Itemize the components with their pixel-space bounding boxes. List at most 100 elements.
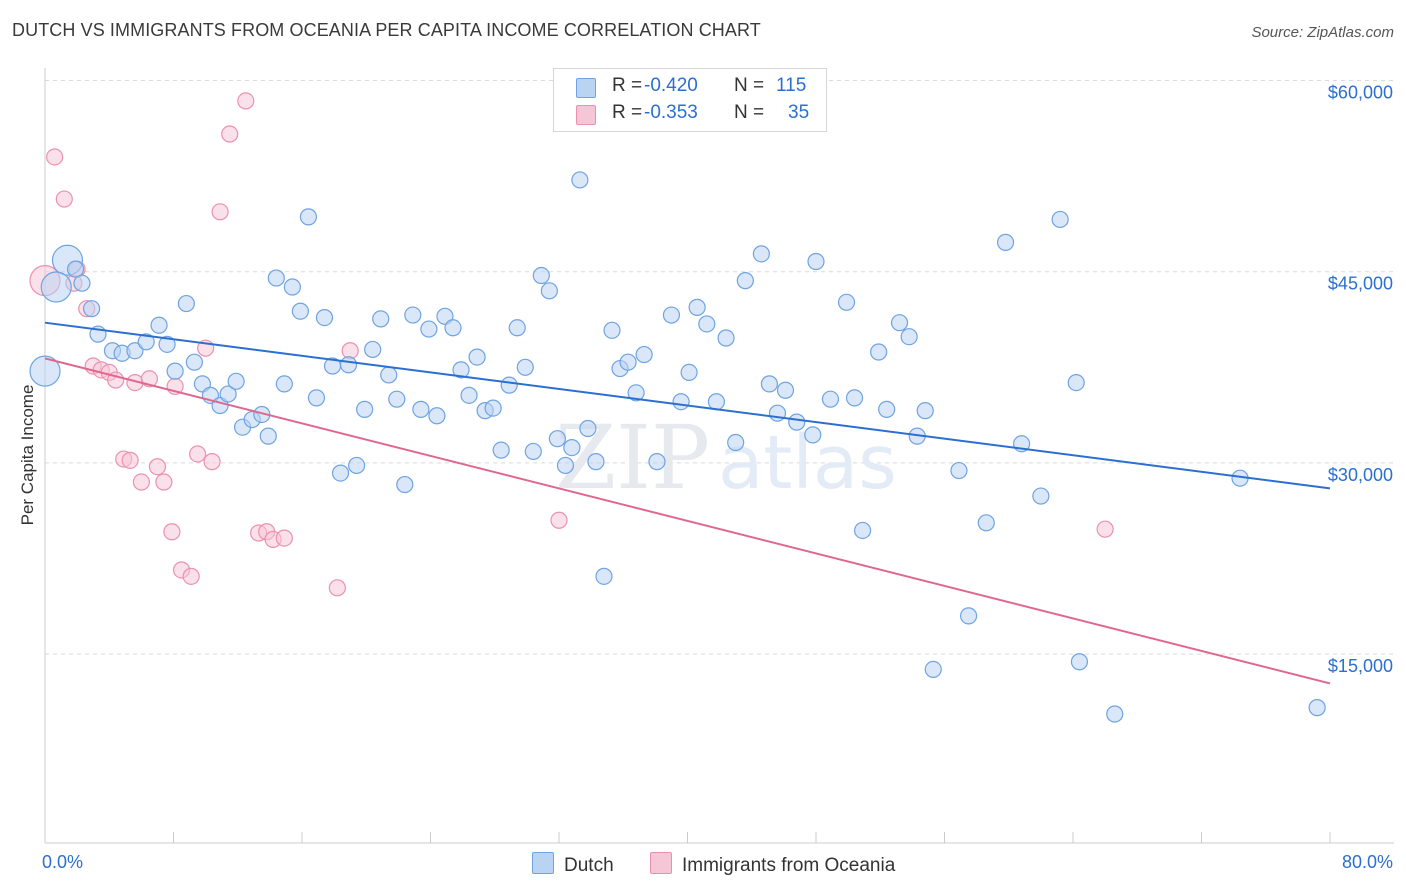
dutch-point [524,442,542,461]
oceania-point [275,529,293,547]
dutch-point [291,302,309,320]
oceania-point [155,473,173,491]
dutch-point [807,252,825,271]
dutch-point [412,400,430,418]
dutch-point [1308,699,1326,717]
y-axis-label: Per Capita Income [18,385,37,526]
dutch-point [388,390,406,408]
dutch-point [752,245,770,263]
trend-lines [44,321,1331,685]
oceania-point [55,190,73,208]
oceania-point [121,451,139,469]
dutch-point [267,269,285,287]
dutch-point [428,407,446,425]
watermark: ZIP atlas [555,406,897,509]
dutch-point [126,342,144,360]
legend-item-oceania: Immigrants from Oceania [650,852,895,877]
r-value: -0.353 [644,102,698,123]
dutch-point [158,335,176,353]
dutch-point [339,356,358,374]
n-label: N = [734,102,765,123]
x-ticks [44,832,1331,843]
oceania-point [182,567,200,585]
dutch-point [698,315,716,333]
y-tick-label: $30,000 [1328,465,1393,485]
dutch-point [556,456,575,475]
dutch-point [299,208,318,226]
dutch-point [508,319,526,337]
dutch-point [185,353,203,371]
n-value: 35 [788,102,810,123]
x-min-label: 0.0% [42,852,84,872]
dutch-point [516,358,534,376]
dutch-point [1051,210,1069,229]
dutch-point [40,271,72,303]
dutch-point [29,355,61,387]
r-label: R = [612,75,643,96]
dutch-point [845,389,864,407]
dutch-point [587,453,605,471]
dutch-point [804,426,822,444]
dutch-point [837,293,856,311]
oceania-point [163,523,181,541]
dutch-point [776,381,795,399]
dutch-point [73,274,91,292]
dutch-point [372,310,390,328]
dutch-point [788,413,806,431]
dutch-point [635,345,653,364]
oceania-swatch [650,852,672,874]
dutch-point [950,461,968,480]
dutch-point [900,328,918,346]
dutch-point [137,333,155,351]
dutch-point [150,316,168,334]
chart-title: DUTCH VS IMMIGRANTS FROM OCEANIA PER CAP… [12,20,761,40]
dutch-point [283,278,301,296]
dutch-point [500,376,518,394]
oceania-point [211,203,229,221]
dutch-point [688,298,706,316]
dutch-point [380,366,398,384]
dutch-point [364,340,382,359]
dutch-point [331,464,350,482]
dutch-point [404,306,422,324]
watermark-zip: ZIP [555,406,710,509]
dutch-point [1070,653,1089,671]
oceania-point [203,453,221,471]
legend-label-dutch: Dutch [564,855,614,876]
dutch-point [540,282,558,300]
dutch-point [870,343,888,361]
y-tick-label: $15,000 [1328,656,1393,676]
oceania-point [1096,520,1114,538]
dutch-point [532,266,550,285]
dutch-point [420,320,438,338]
oceania-point [237,92,255,110]
dutch-point [356,400,374,418]
dutch-point [227,372,245,390]
n-label: N = [734,75,765,96]
oceania-point [328,579,346,597]
oceania-point [148,458,167,476]
oceania-point [221,125,239,143]
dutch-point [924,660,942,678]
dutch-point [219,385,237,403]
oceania-point [46,148,64,166]
oceania-point [132,473,150,491]
correlation-legend: R = -0.420 N = 115 R = -0.353 N = 35 [553,68,827,132]
y-tick-label: $60,000 [1328,83,1393,103]
dutch-point [916,402,934,420]
dutch-point [727,433,745,452]
grid [45,80,1394,655]
dutch-point [548,430,566,448]
dutch-point [603,321,621,339]
dutch-point [468,348,486,366]
oceania-point [188,445,207,463]
dutch-point [484,399,502,417]
dutch-point [1106,705,1124,723]
y-tick-labels: $15,000 $30,000 $45,000 $60,000 [1328,83,1393,677]
dutch-point [619,353,637,371]
dutch-point [177,294,195,313]
oceania-points [29,92,1114,597]
n-value: 115 [776,75,807,96]
dutch-point [82,300,101,318]
dutch-point [717,329,735,347]
